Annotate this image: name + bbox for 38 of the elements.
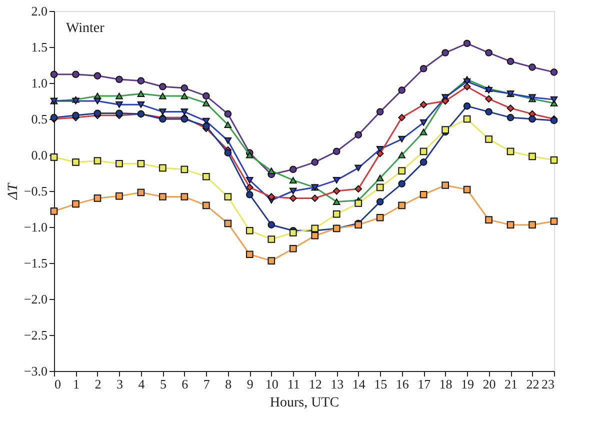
x-tick-label: 21 (504, 376, 518, 392)
x-tick-label: 15 (374, 376, 388, 392)
x-tick-label: 17 (418, 376, 432, 392)
x-tick-label: 12 (308, 376, 322, 392)
x-tick-label: 4 (138, 376, 146, 392)
y-tick-label: 0.0 (31, 148, 48, 162)
x-tick-label: 3 (116, 376, 123, 392)
x-axis-title: Hours, UTC (270, 396, 340, 410)
x-tick-label: 14 (352, 376, 366, 392)
x-tick-label: 2 (94, 376, 102, 392)
x-tick-label: 0 (54, 376, 61, 392)
x-tick-label: 1 (72, 376, 80, 392)
x-tick-label: 23 (542, 376, 554, 392)
x-tick-label: 9 (246, 376, 254, 392)
x-tick-label: 6 (182, 376, 189, 392)
y-tick-label: −1.0 (24, 220, 48, 234)
y-tick-label: −0.5 (24, 184, 48, 198)
y-tick-label: 1.5 (31, 40, 48, 54)
x-tick-label: 11 (287, 376, 300, 392)
x-tick-label: 18 (439, 376, 452, 392)
x-tick-label: 22 (526, 376, 540, 392)
x-tick-label: 10 (265, 376, 278, 392)
y-tick-label: −2.5 (24, 328, 48, 342)
x-tick-label: 20 (482, 376, 496, 392)
x-tick-label: 8 (225, 376, 232, 392)
y-tick-label: 2.0 (31, 4, 48, 18)
annotation: Winter (66, 21, 105, 36)
x-tick-label: 16 (396, 376, 410, 392)
y-axis-title: ΔT (6, 182, 21, 201)
x-tick-label: 19 (461, 376, 474, 392)
y-tick-label: −1.5 (24, 256, 48, 270)
y-tick-label: −2.0 (24, 292, 48, 306)
y-tick-label: −3.0 (24, 364, 48, 378)
x-tick-label: 13 (330, 376, 344, 392)
y-tick-label: 1.0 (31, 76, 48, 90)
x-tick-label: 5 (160, 376, 166, 392)
x-tick-label: 7 (203, 376, 210, 392)
y-tick-label: 0.5 (31, 112, 48, 126)
